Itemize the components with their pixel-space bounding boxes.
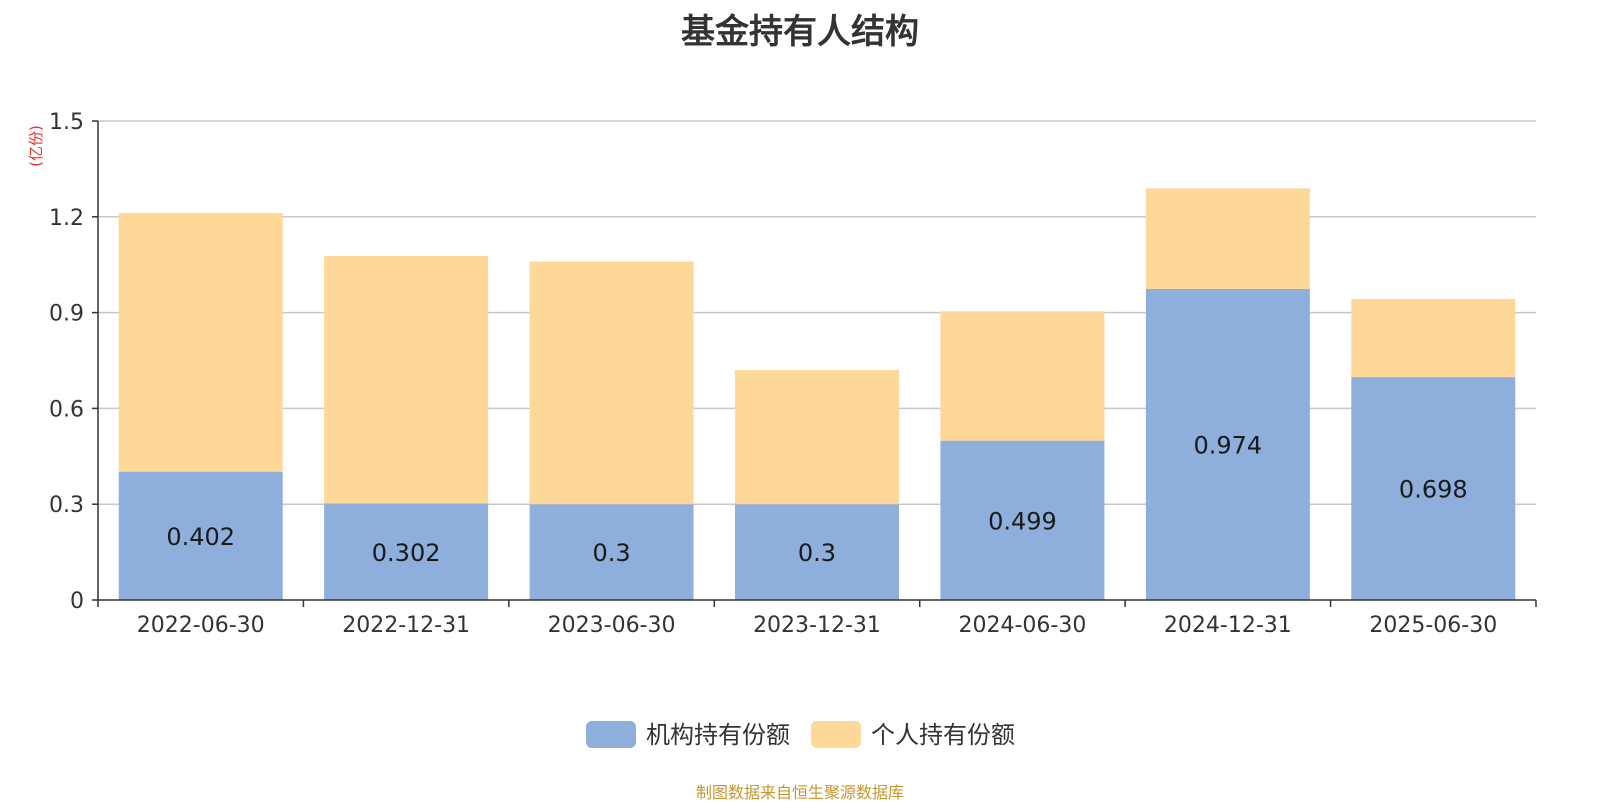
bar-institutional xyxy=(324,503,489,600)
y-tick-label: 0.6 xyxy=(49,397,84,422)
bar-institutional xyxy=(735,504,899,600)
x-tick-label: 2022-06-30 xyxy=(137,613,265,638)
legend-swatch-individual[interactable] xyxy=(811,721,861,748)
y-unit-label: (亿份) xyxy=(27,125,45,167)
y-tick-label: 1.2 xyxy=(49,206,84,231)
bar-institutional xyxy=(1145,288,1310,600)
x-tick-label: 2023-12-31 xyxy=(753,613,881,638)
y-tick-label: 0 xyxy=(70,589,84,614)
data-label-institutional: 0.698 xyxy=(1399,476,1468,504)
chart-title: 基金持有人结构 xyxy=(681,12,919,52)
y-tick-label: 1.5 xyxy=(49,110,84,135)
data-label-institutional: 0.974 xyxy=(1193,431,1262,459)
bar-institutional xyxy=(1351,377,1516,600)
data-label-institutional: 0.3 xyxy=(592,539,630,567)
data-label-institutional: 0.499 xyxy=(988,507,1057,535)
y-tick-label: 0.9 xyxy=(49,302,84,327)
bar-individual xyxy=(940,311,1105,441)
bars xyxy=(118,188,1516,600)
x-tick-label: 2025-06-30 xyxy=(1369,613,1497,638)
bar-individual xyxy=(529,261,694,505)
bar-institutional xyxy=(529,504,694,600)
bar-institutional xyxy=(940,440,1105,600)
bar-individual xyxy=(1145,188,1310,289)
bar-individual xyxy=(118,212,283,472)
legend-swatch-institutional[interactable] xyxy=(586,721,636,748)
bar-individual xyxy=(735,370,899,505)
y-tick-label: 0.3 xyxy=(49,493,84,518)
axes: 0 0.3 0.6 0.9 1.2 1.5(亿份) 2022-06-30 2022-12-31… xyxy=(27,110,1537,638)
x-tick-label: 2024-06-30 xyxy=(958,613,1086,638)
bar-individual xyxy=(1351,298,1516,378)
data-label-institutional: 0.402 xyxy=(166,523,235,551)
data-label-institutional: 0.302 xyxy=(372,539,441,567)
source-note: 制图数据来自恒生聚源数据库 xyxy=(695,783,904,802)
bar-individual xyxy=(324,256,489,504)
bar-institutional xyxy=(118,471,283,600)
legend-label-institutional[interactable]: 机构持有份额 xyxy=(646,721,790,749)
x-tick-label: 2023-06-30 xyxy=(548,613,676,638)
x-tick-label: 2024-12-31 xyxy=(1164,613,1292,638)
data-label-institutional: 0.3 xyxy=(798,539,836,567)
legend[interactable]: 机构持有份额 个人持有份额 xyxy=(586,721,1015,749)
x-tick-label: 2022-12-31 xyxy=(342,613,470,638)
data-labels: 0.402 0.302 0.3 0.3 0.499 0.974 0.698 xyxy=(166,431,1467,567)
legend-label-individual[interactable]: 个人持有份额 xyxy=(871,721,1015,749)
